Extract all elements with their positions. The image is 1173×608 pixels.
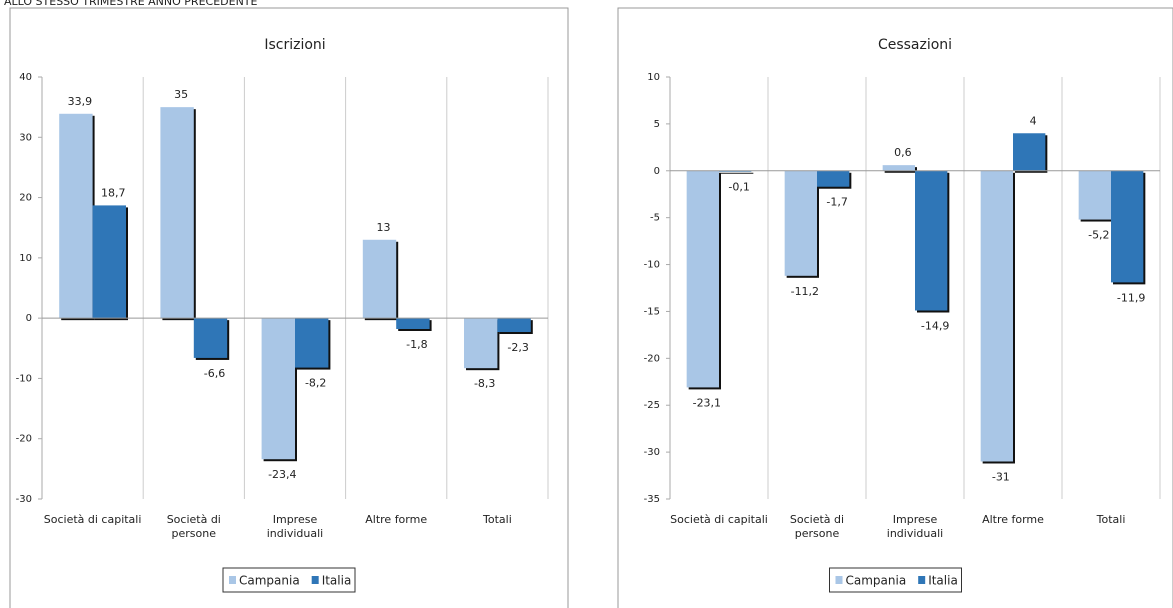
data-label: -6,6 <box>204 367 225 380</box>
data-label: -0,1 <box>728 181 749 194</box>
y-tick-label: -20 <box>644 353 660 364</box>
data-label: 13 <box>377 221 391 234</box>
x-tick-label: Società di capitali <box>670 513 768 526</box>
data-label: -5,2 <box>1088 229 1109 242</box>
x-tick-label: Totali <box>483 513 512 526</box>
chart-title: Cessazioni <box>878 37 952 53</box>
data-label: -14,9 <box>921 320 949 333</box>
bar <box>396 318 430 329</box>
x-tick-label-box: Società di persone <box>789 513 845 540</box>
x-tick-label-box: Altre forme <box>982 513 1044 526</box>
data-label: -2,3 <box>507 341 528 354</box>
y-tick-label: -10 <box>644 260 660 271</box>
bar <box>92 205 126 319</box>
panel-border <box>617 7 1173 608</box>
data-label: -11,9 <box>1117 291 1145 304</box>
legend-swatch <box>835 576 843 584</box>
x-tick-label: Imprese individuali <box>886 513 944 540</box>
data-label: 18,7 <box>101 186 126 199</box>
bar <box>686 170 719 388</box>
data-label: -11,2 <box>791 285 819 298</box>
x-tick-label-box: Società di capitali <box>43 513 142 526</box>
y-tick-label: -15 <box>644 306 660 317</box>
data-label: 33,9 <box>68 95 93 108</box>
legend-label: Campania <box>239 574 300 588</box>
x-tick-label: Totali <box>1096 513 1126 526</box>
y-tick-label: 5 <box>654 119 660 130</box>
y-tick-label: 10 <box>19 253 32 264</box>
bar <box>59 113 93 319</box>
bar <box>1013 133 1046 171</box>
bar <box>497 318 531 333</box>
bar-shadow <box>721 172 754 174</box>
y-tick-label: -25 <box>644 400 660 411</box>
bar <box>193 318 228 358</box>
y-tick-label: -20 <box>16 434 32 445</box>
y-tick-label: -30 <box>644 447 660 458</box>
legend-box <box>222 567 356 593</box>
bar <box>882 165 915 171</box>
y-tick-label: 0 <box>654 166 660 177</box>
legend-swatch <box>229 576 236 584</box>
y-tick-label: 30 <box>19 132 32 143</box>
x-tick-label: Società di capitali <box>43 513 142 526</box>
bar <box>817 170 850 187</box>
y-tick-label: -35 <box>644 494 660 505</box>
bar <box>362 239 397 319</box>
x-tick-label-box: Imprese individuali <box>266 513 324 540</box>
bar <box>295 318 329 368</box>
data-label: 0,6 <box>894 146 912 159</box>
data-label: -8,2 <box>305 377 326 390</box>
x-tick-label: Altre forme <box>365 513 428 526</box>
y-tick-label: 20 <box>19 193 32 204</box>
legend-box <box>829 567 962 593</box>
data-label: -23,4 <box>268 468 296 481</box>
x-tick-label: Imprese individuali <box>266 513 324 540</box>
legend-label: Italia <box>928 574 958 588</box>
x-tick-label: Società di persone <box>789 513 845 540</box>
heading: ALLO STESSO TRIMESTRE ANNO PRECEDENTE <box>4 0 258 8</box>
x-tick-label-box: Imprese individuali <box>886 513 944 540</box>
data-label: -31 <box>992 470 1010 483</box>
bar <box>915 170 948 311</box>
data-label: 35 <box>174 88 188 101</box>
bar <box>160 107 194 319</box>
legend-swatch <box>311 576 319 584</box>
x-tick-label-box: Totali <box>1096 513 1126 526</box>
bar <box>464 318 498 369</box>
bar <box>1111 170 1144 283</box>
bar <box>261 318 295 460</box>
y-tick-label: 40 <box>19 72 32 83</box>
data-label: -23,1 <box>693 396 721 409</box>
y-tick-label: -30 <box>16 494 32 505</box>
x-tick-label-box: Totali <box>483 513 512 526</box>
data-label: -8,3 <box>474 377 495 390</box>
x-tick-label: Società di persone <box>166 513 221 540</box>
bar <box>1078 170 1111 220</box>
chart-title: Iscrizioni <box>264 37 325 53</box>
data-label: -1,8 <box>406 338 427 351</box>
x-tick-label-box: Società di persone <box>166 513 221 540</box>
y-tick-label: 0 <box>26 313 32 324</box>
data-label: 4 <box>1030 114 1037 127</box>
y-tick-label: -5 <box>650 213 660 224</box>
x-tick-label: Altre forme <box>982 513 1044 526</box>
x-tick-label-box: Società di capitali <box>670 513 768 526</box>
data-label: -1,7 <box>826 196 847 209</box>
bar <box>784 170 817 276</box>
legend-label: Italia <box>322 574 352 588</box>
y-tick-label: -10 <box>16 373 32 384</box>
legend-label: Campania <box>846 574 907 588</box>
panel-border <box>9 7 569 608</box>
x-tick-label-box: Altre forme <box>365 513 428 526</box>
bar <box>980 170 1013 462</box>
legend-swatch <box>918 576 926 584</box>
y-tick-label: 10 <box>647 72 660 83</box>
